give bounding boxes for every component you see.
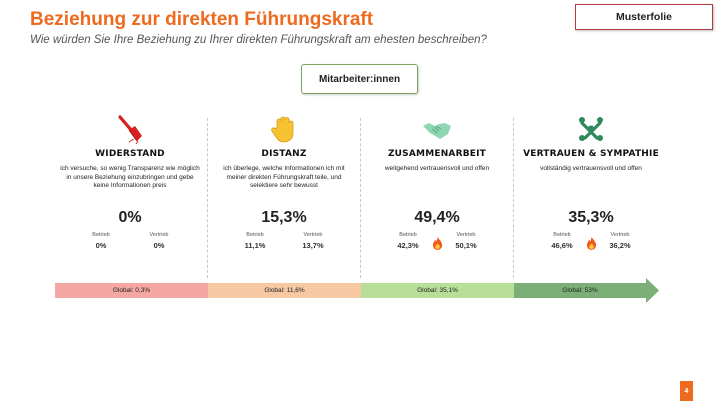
category-column-vertrauen: VERTRAUEN & SYMPATHIE vollständig vertra… [521, 114, 661, 250]
breakdown-row: Betrieb 42,3% Vertrieb 50,1% [367, 232, 507, 250]
fire-icon [586, 237, 596, 250]
category-title: VERTRAUEN & SYMPATHIE [523, 149, 659, 159]
fire-icon [432, 237, 442, 250]
vertrieb-value: 50,1% [455, 241, 477, 250]
category-title: DISTANZ [261, 149, 307, 159]
category-column-distanz: DISTANZ ich überlege, welche Information… [214, 114, 354, 250]
betrieb-value: 46,6% [551, 241, 573, 250]
breakdown-row: Betrieb 0% Vertrieb 0% [60, 232, 200, 250]
category-description: ich versuche, so wenig Transparenz wie m… [60, 165, 200, 190]
category-percent: 0% [118, 209, 142, 226]
broom-icon [118, 115, 142, 144]
breakdown-row: Betrieb 11,1% Vertrieb 13,7% [214, 232, 354, 250]
category-description: weitgehend vertrauensvoll und offen [384, 165, 490, 172]
page-title: Beziehung zur direkten Führungskraft [30, 9, 374, 30]
category-percent: 35,3% [568, 209, 614, 226]
betrieb-label: Betrieb [553, 232, 571, 238]
raised-hand-icon [271, 116, 294, 143]
sample-slide-tag: Musterfolie [575, 4, 713, 30]
page-subtitle: Wie würden Sie Ihre Beziehung zu Ihrer d… [30, 34, 487, 46]
betrieb-value: 11,1% [244, 241, 266, 250]
global-bar-widerstand: Global: 0,3% [55, 283, 208, 298]
category-description: vollständig vertrauensvoll und offen [540, 165, 642, 172]
vertrieb-label: Vertrieb [149, 232, 169, 238]
column-divider [360, 118, 361, 278]
category-column-zusammenarbeit: ZUSAMMENARBEIT weitgehend vertrauensvoll… [367, 114, 507, 250]
vertrieb-label: Vertrieb [610, 232, 630, 238]
betrieb-label: Betrieb [92, 232, 110, 238]
handshake-icon [423, 123, 451, 139]
betrieb-label: Betrieb [246, 232, 264, 238]
vertrieb-value: 36,2% [609, 241, 631, 250]
global-bar-zusammenarbeit: Global: 35,1% [361, 283, 514, 298]
column-divider [207, 118, 208, 278]
group-label-box: Mitarbeiter:innen [301, 64, 418, 94]
vertrieb-value: 0% [153, 241, 165, 250]
category-description: ich überlege, welche Informationen ich m… [223, 165, 345, 190]
column-divider [513, 118, 514, 278]
betrieb-value: 42,3% [397, 241, 419, 250]
category-title: WIDERSTAND [95, 149, 165, 159]
global-bar-vertrauen: Global: 53% [514, 283, 646, 298]
global-bar-arrow [514, 278, 659, 303]
category-column-widerstand: WIDERSTAND ich versuche, so wenig Transp… [60, 114, 200, 250]
vertrieb-label: Vertrieb [456, 232, 476, 238]
vertrieb-label: Vertrieb [303, 232, 323, 238]
group-label: Mitarbeiter:innen [318, 73, 401, 85]
betrieb-label: Betrieb [399, 232, 417, 238]
global-bar-distanz: Global: 11,6% [208, 283, 361, 298]
global-bar-label: Global: 35,1% [417, 287, 458, 294]
category-title: ZUSAMMENARBEIT [387, 149, 487, 159]
betrieb-value: 0% [95, 241, 107, 250]
breakdown-row: Betrieb 46,6% Vertrieb 36,2% [521, 232, 661, 250]
arrow-shape [514, 278, 659, 303]
team-hug-icon [579, 117, 603, 141]
global-bar-label: Global: 53% [562, 287, 598, 294]
category-percent: 15,3% [261, 209, 307, 226]
category-percent: 49,4% [414, 209, 460, 226]
vertrieb-value: 13,7% [302, 241, 324, 250]
global-bar-label: Global: 0,3% [112, 287, 151, 294]
global-bar-label: Global: 11,6% [264, 287, 305, 294]
page-number: 4 [680, 381, 693, 401]
